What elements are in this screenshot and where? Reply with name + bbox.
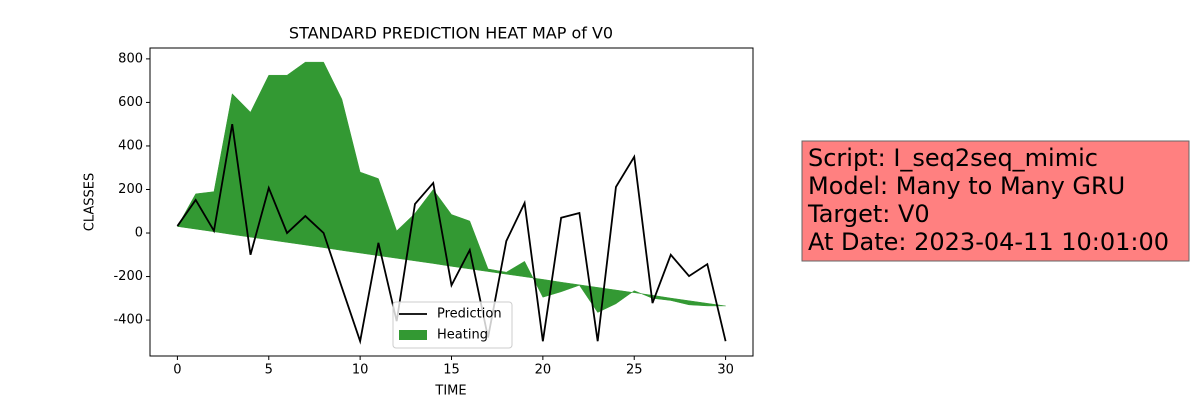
y-tick-label: 200 [118,182,143,197]
x-tick-label: 5 [265,363,273,378]
plot-frame [149,47,754,357]
annotation-line: Script: I_seq2seq_mimic [808,144,1098,172]
x-tick-label: 30 [717,363,734,378]
heat-area [177,61,726,313]
x-tick-label: 10 [352,363,369,378]
chart-title: STANDARD PREDICTION HEAT MAP of V0 [289,24,613,43]
y-tick-label: 600 [118,95,143,110]
x-tick-label: 15 [443,363,460,378]
y-tick-label: 800 [118,51,143,66]
y-axis-label: CLASSES [83,173,98,231]
y-tick-label: 0 [135,226,143,241]
annotation-line: Target: V0 [807,200,930,228]
x-tick-label: 20 [535,363,552,378]
annotation-line: Model: Many to Many GRU [808,172,1125,200]
y-tick-label: -400 [113,313,143,328]
annotation-box [801,140,1190,262]
prediction-line [176,124,727,345]
y-tick-label: 400 [118,138,143,153]
x-tick-label: 25 [626,363,643,378]
legend-label: Heating [437,328,488,343]
y-tick-label: -200 [113,269,143,284]
x-axis-label: TIME [434,384,466,399]
legend-label: Prediction [437,307,502,322]
x-tick-label: 0 [173,363,181,378]
annotation-line: At Date: 2023-04-11 10:01:00 [808,228,1169,256]
legend-swatch [399,330,427,340]
